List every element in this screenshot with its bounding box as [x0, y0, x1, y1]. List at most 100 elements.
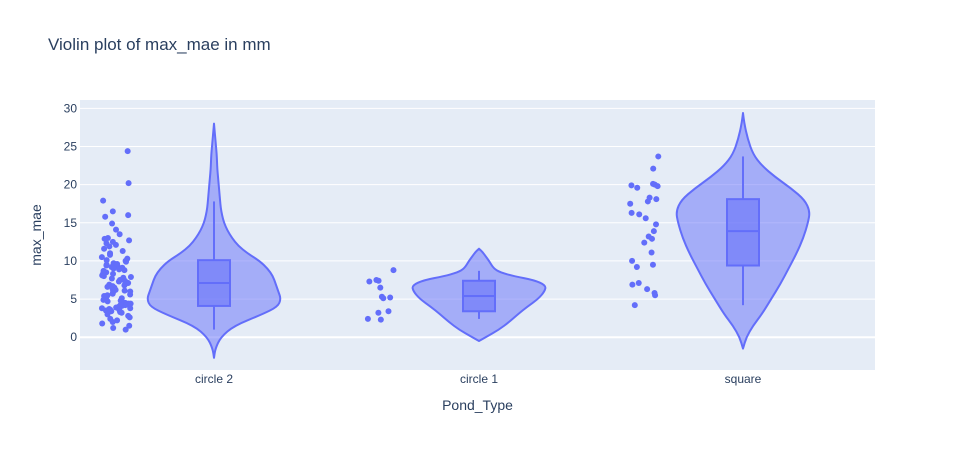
point-circle-1-6	[387, 294, 394, 301]
point-circle-1-11	[377, 316, 384, 323]
point-square-8	[653, 196, 660, 203]
point-circle-2-32	[110, 270, 117, 277]
point-circle-2-81	[104, 283, 111, 290]
point-circle-2-29	[116, 266, 123, 273]
point-circle-2-16	[101, 245, 108, 252]
point-circle-2-87	[122, 257, 129, 264]
point-circle-2-43	[121, 287, 128, 294]
point-circle-2-0	[124, 148, 131, 155]
point-square-10	[627, 200, 634, 207]
point-circle-2-1	[125, 180, 132, 187]
point-circle-1-0	[390, 267, 397, 274]
box-plots	[197, 156, 760, 330]
point-square-28	[631, 302, 638, 309]
point-square-4	[628, 182, 635, 189]
data-points	[98, 148, 662, 333]
point-circle-2-72	[99, 320, 106, 327]
point-square-20	[629, 257, 636, 264]
point-circle-2-15	[106, 243, 113, 250]
point-circle-1-4	[377, 284, 384, 291]
point-circle-2-76	[114, 260, 121, 267]
point-circle-2-90	[101, 296, 108, 303]
x-tick-label-circle-1: circle 1	[460, 372, 498, 386]
point-circle-2-91	[127, 300, 134, 307]
y-axis-ticks: 0 5 10 15 20 25 30	[64, 101, 78, 344]
point-circle-2-86	[116, 306, 123, 313]
point-circle-2-37	[115, 278, 122, 285]
y-tick-label-0: 0	[70, 330, 77, 344]
point-circle-2-10	[101, 235, 108, 242]
point-square-1	[650, 165, 657, 172]
box-square	[726, 198, 760, 267]
point-square-5	[654, 183, 661, 190]
point-circle-2-68	[126, 314, 133, 321]
point-circle-1-9	[375, 309, 382, 316]
point-circle-1-8	[385, 308, 392, 315]
point-square-25	[644, 286, 651, 293]
point-circle-2-6	[109, 220, 116, 227]
point-circle-2-85	[117, 302, 124, 309]
point-circle-2-95	[121, 282, 128, 289]
point-circle-2-71	[109, 318, 116, 325]
point-circle-2-88	[103, 262, 110, 269]
point-circle-2-94	[112, 286, 119, 293]
point-square-12	[636, 211, 643, 218]
point-circle-2-4	[125, 212, 132, 219]
point-square-6	[634, 184, 641, 191]
point-square-24	[629, 281, 636, 288]
point-circle-2-17	[119, 248, 126, 255]
point-circle-2-93	[127, 291, 134, 298]
point-circle-2-20	[98, 254, 105, 261]
point-circle-1-3	[366, 278, 373, 285]
y-tick-label-5: 5	[70, 292, 77, 306]
point-square-27	[652, 292, 659, 299]
point-square-18	[641, 239, 648, 246]
x-axis-title: Pond_Type	[442, 397, 513, 413]
point-circle-1-7	[380, 295, 387, 302]
x-tick-label-square: square	[725, 372, 762, 386]
point-circle-2-77	[110, 265, 117, 272]
point-circle-2-2	[100, 197, 107, 204]
point-square-21	[649, 261, 656, 268]
x-tick-label-circle-2: circle 2	[195, 372, 233, 386]
point-square-11	[628, 209, 635, 216]
point-circle-2-8	[116, 231, 123, 238]
y-tick-label-20: 20	[64, 178, 78, 192]
y-tick-label-25: 25	[64, 140, 78, 154]
point-circle-2-35	[108, 275, 115, 282]
point-square-23	[635, 280, 642, 287]
point-circle-2-11	[126, 237, 133, 244]
point-square-9	[644, 198, 651, 205]
point-square-14	[653, 221, 660, 228]
point-square-15	[650, 228, 657, 235]
point-circle-2-75	[122, 326, 129, 333]
y-tick-label-15: 15	[64, 216, 78, 230]
point-circle-1-10	[364, 315, 371, 322]
point-circle-2-97	[100, 273, 107, 280]
x-axis-ticks: circle 2 circle 1 square	[195, 372, 762, 386]
point-circle-2-59	[127, 305, 134, 312]
point-circle-2-14	[112, 241, 119, 248]
point-square-19	[648, 249, 655, 256]
point-circle-2-3	[109, 208, 116, 215]
point-circle-2-5	[102, 213, 109, 220]
point-square-0	[655, 153, 662, 160]
point-square-17	[648, 235, 655, 242]
y-tick-label-30: 30	[64, 101, 78, 115]
point-circle-2-73	[126, 322, 133, 329]
point-circle-2-22	[103, 257, 110, 264]
point-circle-2-7	[113, 226, 120, 233]
point-circle-2-96	[121, 277, 128, 284]
point-circle-2-66	[104, 311, 111, 318]
point-circle-2-92	[98, 305, 105, 312]
point-circle-1-2	[375, 277, 382, 284]
point-circle-2-89	[121, 267, 128, 274]
point-circle-2-34	[127, 273, 134, 280]
point-circle-2-84	[117, 297, 124, 304]
point-circle-2-74	[110, 325, 117, 332]
point-square-13	[642, 215, 649, 222]
y-axis-title: max_mae	[28, 204, 44, 266]
point-circle-2-19	[107, 251, 114, 258]
